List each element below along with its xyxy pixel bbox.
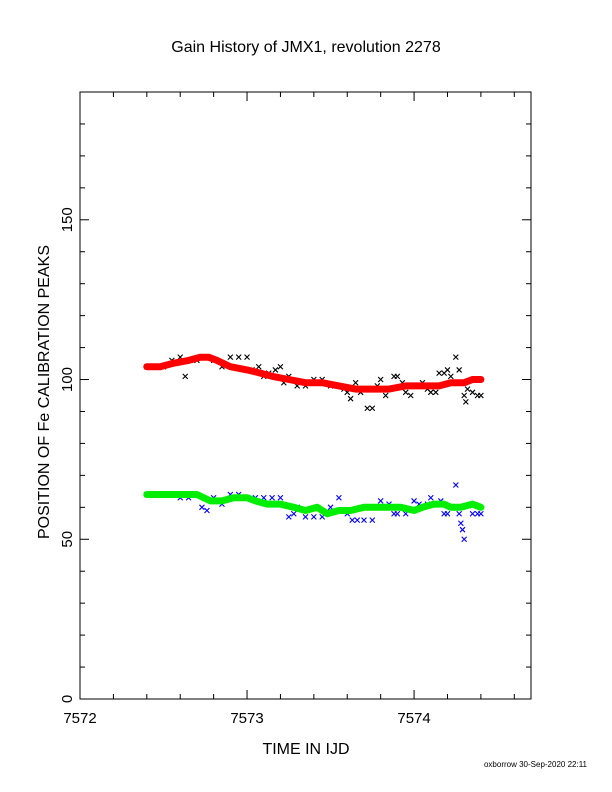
footer-credit: oxborrow 30-Sep-2020 22:11 bbox=[484, 760, 588, 769]
data-point bbox=[461, 536, 468, 543]
data-point bbox=[407, 392, 414, 399]
data-point bbox=[444, 367, 451, 373]
data-point bbox=[427, 494, 434, 501]
data-point bbox=[302, 514, 309, 520]
data-point bbox=[394, 373, 401, 380]
x-tick-label: 7572 bbox=[63, 710, 96, 727]
data-point bbox=[459, 526, 466, 533]
data-point bbox=[352, 379, 359, 386]
data-point bbox=[310, 514, 317, 520]
y-tick-label: 0 bbox=[59, 695, 76, 703]
data-point bbox=[199, 504, 205, 511]
data-point bbox=[272, 367, 279, 373]
y-axis-label: POSITION OF Fe CALIBRATION PEAKS bbox=[36, 245, 53, 539]
data-point bbox=[447, 373, 454, 380]
data-point bbox=[444, 510, 451, 517]
data-point bbox=[402, 389, 409, 396]
data-point bbox=[364, 405, 371, 412]
data-point bbox=[182, 373, 189, 380]
data-point bbox=[457, 520, 464, 527]
data-point bbox=[361, 517, 367, 523]
chart-title: Gain History of JMX1, revolution 2278 bbox=[171, 39, 441, 56]
y-tick-label: 150 bbox=[59, 207, 76, 232]
data-point bbox=[462, 399, 469, 405]
data-point bbox=[456, 510, 463, 517]
x-tick-label: 7574 bbox=[397, 710, 430, 727]
data-point bbox=[436, 370, 443, 377]
y-tick-label: 50 bbox=[59, 531, 76, 548]
data-point bbox=[277, 494, 284, 501]
data-point bbox=[461, 392, 468, 399]
x-tick-label: 7573 bbox=[230, 710, 263, 727]
series-line-2 bbox=[143, 353, 485, 393]
data-point bbox=[336, 494, 342, 501]
data-point bbox=[469, 510, 476, 517]
data-point bbox=[478, 510, 484, 517]
data-point bbox=[377, 498, 384, 504]
data-point bbox=[244, 354, 250, 361]
data-point bbox=[469, 389, 476, 396]
data-point bbox=[382, 392, 389, 399]
data-point bbox=[235, 354, 242, 361]
data-point bbox=[349, 517, 356, 523]
data-point bbox=[452, 354, 459, 361]
series-layer bbox=[143, 353, 485, 543]
data-point bbox=[411, 498, 417, 504]
data-point bbox=[277, 363, 284, 370]
data-point bbox=[369, 405, 376, 412]
data-point bbox=[377, 376, 384, 383]
data-point bbox=[478, 392, 484, 399]
data-point bbox=[285, 514, 292, 520]
data-point bbox=[427, 389, 434, 396]
data-point bbox=[269, 494, 275, 501]
data-point bbox=[369, 517, 376, 523]
data-point bbox=[347, 395, 354, 402]
data-point bbox=[394, 510, 401, 517]
data-point bbox=[432, 389, 439, 396]
data-point bbox=[290, 510, 297, 517]
y-tick-label: 100 bbox=[59, 367, 76, 392]
data-point bbox=[464, 386, 471, 392]
data-point bbox=[452, 482, 459, 488]
data-point bbox=[255, 363, 262, 370]
data-point bbox=[204, 507, 210, 514]
data-point bbox=[354, 517, 361, 523]
data-point bbox=[456, 367, 463, 373]
axis-ticks: 0 50 100 150 7572 7573 7574 bbox=[59, 91, 531, 727]
data-point bbox=[227, 354, 234, 361]
plot-frame bbox=[79, 91, 532, 700]
series-line-3 bbox=[143, 491, 485, 518]
x-axis-label: TIME IN IJD bbox=[262, 741, 349, 758]
